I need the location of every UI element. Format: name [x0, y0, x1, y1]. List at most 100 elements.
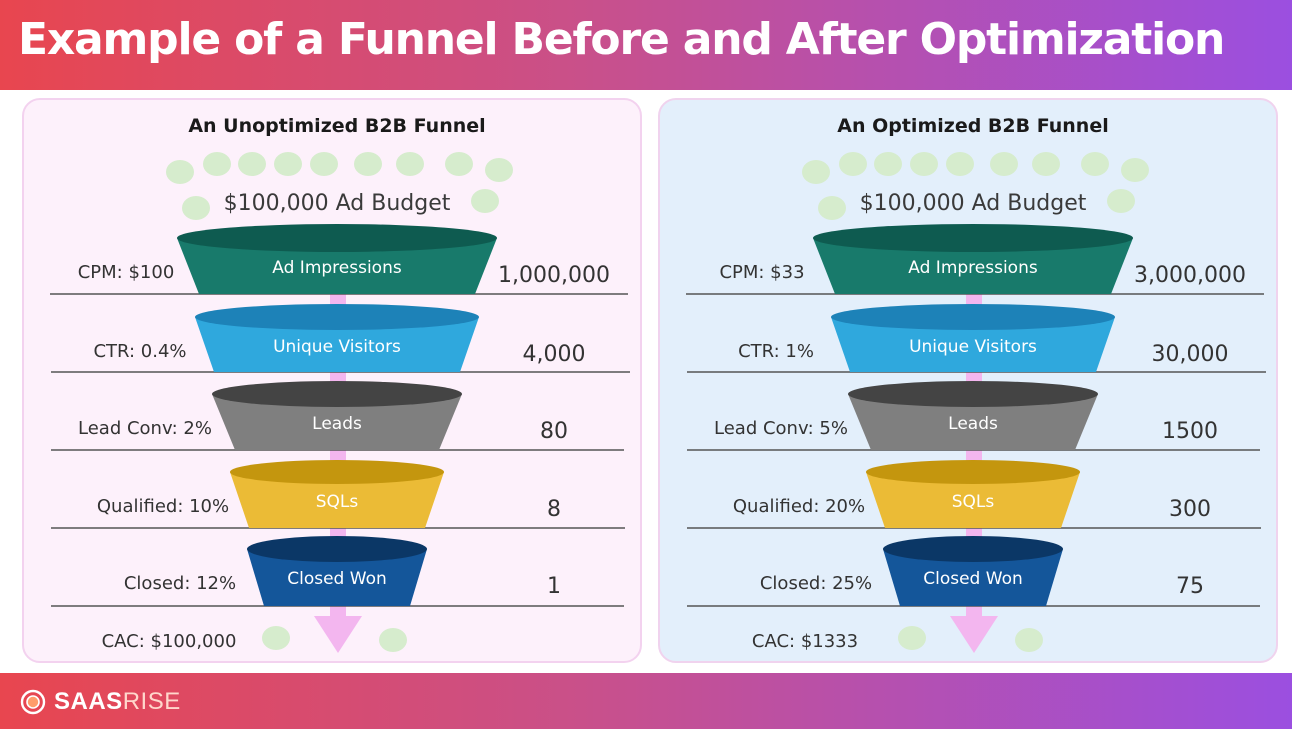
coin-icon	[839, 152, 867, 176]
coin-icon	[1032, 152, 1060, 176]
funnel-stage-unique-visitors: Unique Visitors CTR: 1% 30,000	[738, 304, 1228, 372]
coin-icon	[802, 160, 830, 184]
coin-icon	[1015, 628, 1043, 652]
coin-icon	[262, 626, 290, 650]
coin-icon	[910, 152, 938, 176]
stage-conversion-rate: Lead Conv: 5%	[714, 418, 848, 439]
funnel-stage-sqls: SQLs Qualified: 10% 8	[97, 460, 561, 528]
budget-label: $100,000 Ad Budget	[224, 191, 451, 216]
funnel-segment-top	[177, 224, 497, 252]
stage-label: Leads	[948, 414, 998, 434]
stage-label: Closed Won	[287, 569, 387, 589]
coin-icon	[898, 626, 926, 650]
stage-conversion-rate: Qualified: 10%	[97, 496, 229, 517]
stage-count: 8	[547, 497, 561, 522]
stage-count: 4,000	[523, 342, 586, 367]
coin-icon	[354, 152, 382, 176]
unoptimized-funnel-diagram: An Unoptimized B2B Funnel $100,000 Ad Bud…	[50, 115, 630, 653]
stage-label: Closed Won	[923, 569, 1023, 589]
funnel-segment-body	[212, 394, 462, 450]
coin-icon	[379, 628, 407, 652]
funnel-stage-ad-impressions: Ad Impressions CPM: $100 1,000,000	[78, 224, 610, 294]
stage-count: 3,000,000	[1134, 263, 1246, 288]
stage-label: Ad Impressions	[272, 258, 402, 278]
stage-count: 300	[1169, 497, 1211, 522]
coin-icon	[818, 196, 846, 220]
funnel-stage-closed-won: Closed Won Closed: 25% 75	[760, 536, 1204, 606]
funnel-stage-ad-impressions: Ad Impressions CPM: $33 3,000,000	[719, 224, 1246, 294]
funnel-segment-top	[212, 381, 462, 407]
funnel-segment-body	[831, 317, 1115, 372]
stage-count: 80	[540, 419, 568, 444]
optimized-funnel-diagram: An Optimized B2B Funnel $100,000 Ad Budge…	[686, 115, 1266, 653]
funnel-segment-top	[831, 304, 1115, 330]
coin-icon	[946, 152, 974, 176]
stage-count: 30,000	[1152, 342, 1229, 367]
funnel-stage-closed-won: Closed Won Closed: 12% 1	[124, 536, 561, 606]
coin-icon	[310, 152, 338, 176]
stage-label: SQLs	[316, 492, 359, 512]
stage-conversion-rate: Qualified: 20%	[733, 496, 865, 517]
coin-icon	[485, 158, 513, 182]
coin-icon	[471, 189, 499, 213]
coin-icon	[445, 152, 473, 176]
coin-icon	[203, 152, 231, 176]
funnel-segment-top	[848, 381, 1098, 407]
stage-label: Ad Impressions	[908, 258, 1038, 278]
title-banner: Example of a Funnel Before and After Opt…	[0, 0, 1292, 90]
funnel-title: An Unoptimized B2B Funnel	[188, 115, 485, 137]
coin-icon	[874, 152, 902, 176]
stage-count: 1500	[1162, 419, 1218, 444]
funnel-segment-body	[813, 238, 1133, 294]
unoptimized-funnel-panel: An Unoptimized B2B Funnel $100,000 Ad Bud…	[22, 98, 642, 663]
cac-label: CAC: $1333	[752, 631, 858, 652]
funnel-segment-body	[177, 238, 497, 294]
funnel-segment-body	[848, 394, 1098, 450]
coin-icon	[1121, 158, 1149, 182]
coin-icon	[1107, 189, 1135, 213]
stage-count: 1,000,000	[498, 263, 610, 288]
flow-arrow-head-icon	[314, 616, 362, 653]
funnel-segment-body	[883, 549, 1063, 606]
funnel-stage-sqls: SQLs Qualified: 20% 300	[733, 460, 1211, 528]
funnel-segment-body	[866, 472, 1080, 528]
stage-conversion-rate: CTR: 1%	[738, 341, 814, 362]
funnel-stage-leads: Leads Lead Conv: 5% 1500	[714, 381, 1218, 450]
footer-bar: SAASRISE	[0, 673, 1292, 729]
funnel-title: An Optimized B2B Funnel	[837, 115, 1108, 137]
stage-conversion-rate: CTR: 0.4%	[93, 341, 186, 362]
optimized-funnel-panel: An Optimized B2B Funnel $100,000 Ad Budge…	[658, 98, 1278, 663]
stage-label: Leads	[312, 414, 362, 434]
stage-label: Unique Visitors	[273, 337, 401, 357]
stage-conversion-rate: CPM: $100	[78, 262, 175, 283]
stage-count: 75	[1176, 574, 1204, 599]
flow-arrow-head-icon	[950, 616, 998, 653]
coin-icon	[238, 152, 266, 176]
cac-label: CAC: $100,000	[102, 631, 237, 652]
funnel-segment-body	[247, 549, 427, 606]
funnel-segment-top	[195, 304, 479, 330]
page-title: Example of a Funnel Before and After Opt…	[18, 14, 1225, 65]
stage-label: SQLs	[952, 492, 995, 512]
funnel-segment-top	[230, 460, 444, 484]
funnel-stage-unique-visitors: Unique Visitors CTR: 0.4% 4,000	[93, 304, 585, 372]
funnel-segment-body	[195, 317, 479, 372]
funnel-segment-top	[247, 536, 427, 562]
coin-icon	[166, 160, 194, 184]
funnel-stage-leads: Leads Lead Conv: 2% 80	[78, 381, 568, 450]
coin-icon	[396, 152, 424, 176]
funnel-segment-body	[230, 472, 444, 528]
budget-label: $100,000 Ad Budget	[860, 191, 1087, 216]
coin-icon	[182, 196, 210, 220]
coin-icon	[1081, 152, 1109, 176]
brand-name-part1: SAAS	[54, 688, 123, 715]
stage-label: Unique Visitors	[909, 337, 1037, 357]
funnel-segment-top	[866, 460, 1080, 484]
funnel-segment-top	[813, 224, 1133, 252]
stage-count: 1	[547, 574, 561, 599]
stage-conversion-rate: CPM: $33	[719, 262, 804, 283]
saasrise-logo-icon	[20, 689, 46, 715]
brand-name-part2: RISE	[122, 688, 181, 715]
coin-icon	[990, 152, 1018, 176]
coin-icon	[274, 152, 302, 176]
